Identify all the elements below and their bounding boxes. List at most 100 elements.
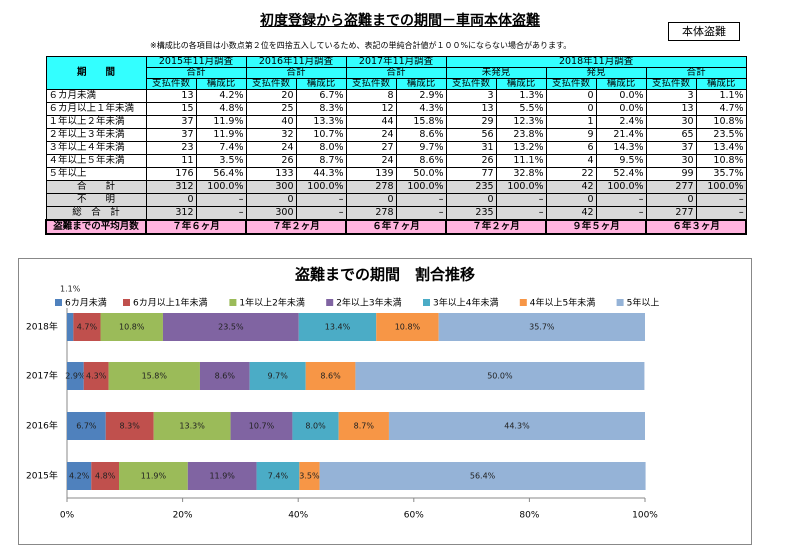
table-cell: 0 xyxy=(545,89,597,103)
data-label: 11.9% xyxy=(141,472,167,481)
bar-segment xyxy=(67,412,106,440)
table-cell: １年以上２年未満 xyxy=(45,115,147,129)
data-label: 7.4% xyxy=(268,472,289,481)
table-row: ２年以上３年未満 37 11.9% 32 10.7% 24 8.6% 56 23.8% 9 21.4… xyxy=(45,128,747,142)
legend-label: 4年以上5年未満 xyxy=(530,297,595,309)
table-cell: 8.0% xyxy=(295,141,347,155)
table-cell: 0 xyxy=(645,193,697,207)
table-row: ５年以上 176 56.4% 133 44.3% 139 50.0% 77 32.8% 22 52.… xyxy=(45,167,747,181)
table-cell: 12.3% xyxy=(495,115,547,129)
table-cell: 4.7% xyxy=(695,102,747,116)
table-cell: 6 xyxy=(545,141,597,155)
table-cell: 13 xyxy=(645,102,697,116)
table-cell: 8 xyxy=(345,89,397,103)
table-cell: 9.5% xyxy=(595,154,647,168)
data-label: 10.7% xyxy=(249,422,275,431)
table-cell: 56.4% xyxy=(195,167,247,181)
table-cell: 100.0% xyxy=(295,180,347,194)
table-cell: 15.8% xyxy=(395,115,447,129)
bar-segment xyxy=(305,362,356,390)
table-cell: 15 xyxy=(145,102,197,116)
legend-swatch xyxy=(326,299,334,306)
table-cell: 100.0% xyxy=(395,180,447,194)
table-cell: 2016年11月調査 xyxy=(245,56,347,68)
table-cell: 12 xyxy=(345,102,397,116)
table-cell: – xyxy=(695,206,747,221)
table-cell: ２年以上３年未満 xyxy=(45,128,147,142)
data-label: 4.3% xyxy=(86,372,107,381)
bar-segment xyxy=(91,462,120,490)
table-cell: 未発見 xyxy=(445,67,547,79)
table-cell: – xyxy=(295,193,347,207)
legend-label: 5年以上 xyxy=(627,297,660,309)
table-cell: 期 間 xyxy=(45,56,147,90)
table-cell: 1.1% xyxy=(695,89,747,103)
table-cell: ７年２ヶ月 xyxy=(445,219,548,235)
table-cell: 24 xyxy=(345,128,397,142)
y-tick-label: 2018年 xyxy=(26,321,58,333)
note: ※構成比の各項目は小数点第２位を四捨五入しているため、表記の単純合計値が１００%… xyxy=(150,41,572,50)
bar-segment xyxy=(67,313,74,341)
table-cell: 0 xyxy=(545,102,597,116)
data-label: 44.3% xyxy=(504,422,530,431)
bar-segment xyxy=(298,313,377,341)
data-label: 15.8% xyxy=(142,372,168,381)
table-cell: 24 xyxy=(245,141,297,155)
badge: 本体盗難 xyxy=(668,22,740,41)
table-cell: 2015年11月調査 xyxy=(145,56,247,68)
bar-segment xyxy=(153,412,231,440)
bar-segment xyxy=(73,313,101,341)
y-tick-label: 2017年 xyxy=(26,370,58,382)
table-cell: – xyxy=(395,206,447,221)
table-cell: 44.3% xyxy=(295,167,347,181)
legend-swatch xyxy=(229,299,237,306)
chart: 盗難までの期間 割合推移 0% 20% 40% 60% 80% 100% 6カ月未満 6カ月以… xyxy=(18,258,752,545)
table-cell: 総 合 計 xyxy=(45,206,147,221)
table-cell: 42 xyxy=(545,180,597,194)
table-cell: 300 xyxy=(245,206,297,221)
table-cell: 合計 xyxy=(245,67,347,79)
table-cell: 8.7% xyxy=(295,154,347,168)
legend-label: 6カ月未満 xyxy=(65,297,107,309)
table-cell: ９年５ヶ月 xyxy=(545,219,648,235)
bar-segment xyxy=(438,313,645,341)
table-cell: – xyxy=(395,193,447,207)
table-cell: 2.4% xyxy=(595,115,647,129)
table-cell: 0.0% xyxy=(595,89,647,103)
table-cell: 100.0% xyxy=(595,180,647,194)
table-cell: – xyxy=(695,193,747,207)
table-cell: 25 xyxy=(245,102,297,116)
legend-label: 6カ月以上1年未満 xyxy=(133,297,207,309)
table-cell: 235 xyxy=(445,180,497,194)
data-label: 6.7% xyxy=(76,422,97,431)
table-row: ４年以上５年未満 11 3.5% 26 8.7% 24 8.6% 26 11.1% 4 9.5% 30… xyxy=(45,154,747,168)
table-cell: 構成比 xyxy=(195,78,247,90)
table-cell: 11.1% xyxy=(495,154,547,168)
bar-segment xyxy=(338,412,389,440)
table-cell: 構成比 xyxy=(495,78,547,90)
table-cell: 構成比 xyxy=(295,78,347,90)
data-label: 8.7% xyxy=(354,422,375,431)
table-cell: – xyxy=(595,206,647,221)
x-tick-label: 0% xyxy=(60,511,75,521)
data-label: 23.5% xyxy=(218,323,244,332)
table-cell: ７年２ヶ月 xyxy=(245,219,348,235)
table-cell: 27 xyxy=(345,141,397,155)
table-cell: 合計 xyxy=(645,67,747,79)
bar-segment xyxy=(355,362,645,390)
table-cell: 31 xyxy=(445,141,497,155)
table-cell: 139 xyxy=(345,167,397,181)
table-cell: 32 xyxy=(245,128,297,142)
table-row: 支払件数 構成比 支払件数 構成比 支払件数 構成比 支払件数 構成比 支払件数 構成比 支払件数構… xyxy=(46,78,747,90)
table-cell: 3.5% xyxy=(195,154,247,168)
data-label: 56.4% xyxy=(470,472,496,481)
table-cell: 21.4% xyxy=(595,128,647,142)
table-cell: 発見 xyxy=(545,67,647,79)
table-cell: 278 xyxy=(345,206,397,221)
table-cell: 支払件数 xyxy=(245,78,297,90)
chart-title: 盗難までの期間 割合推移 xyxy=(295,266,475,284)
data-label: 9.7% xyxy=(268,372,289,381)
table-cell: 99 xyxy=(645,167,697,181)
table-cell: 10.8% xyxy=(695,154,747,168)
table-cell: 30 xyxy=(645,115,697,129)
